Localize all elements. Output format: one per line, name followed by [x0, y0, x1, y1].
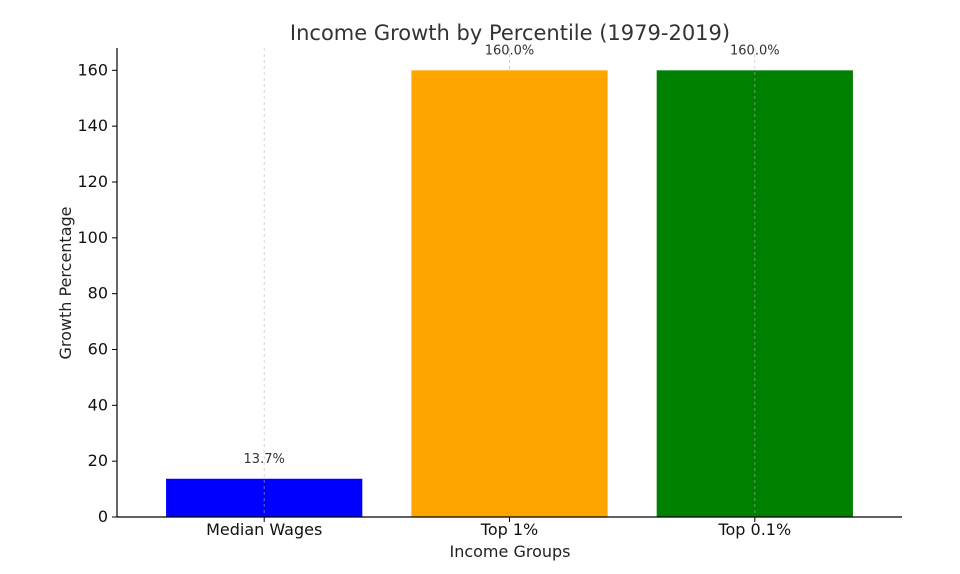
x-tick-label: Median Wages: [206, 520, 322, 539]
vertical-grid-lines: [263, 48, 756, 517]
data-label: 160.0%: [730, 43, 780, 58]
x-axis-label: Income Groups: [449, 542, 570, 561]
chart-title: Income Growth by Percentile (1979-2019): [290, 21, 730, 45]
y-tick-label: 0: [98, 507, 108, 526]
y-tick-label: 100: [77, 228, 108, 247]
y-tick-label: 140: [77, 116, 108, 135]
data-label: 160.0%: [485, 43, 535, 58]
y-ticks: 0 20 40 60 80 100 120 140 160: [77, 60, 117, 526]
y-tick-label: 20: [88, 451, 108, 470]
y-tick-label: 40: [88, 395, 108, 414]
data-label: 13.7%: [244, 452, 285, 467]
y-tick-label: 60: [88, 340, 108, 359]
y-tick-label: 160: [77, 60, 108, 79]
y-axis-label: Growth Percentage: [56, 206, 75, 359]
y-tick-label: 80: [88, 284, 108, 303]
x-tick-label: Top 1%: [480, 520, 538, 539]
data-labels: 13.7% 160.0% 160.0%: [244, 43, 780, 466]
x-ticks: Median Wages Top 1% Top 0.1%: [206, 517, 791, 539]
y-tick-label: 120: [77, 172, 108, 191]
x-tick-label: Top 0.1%: [717, 520, 791, 539]
